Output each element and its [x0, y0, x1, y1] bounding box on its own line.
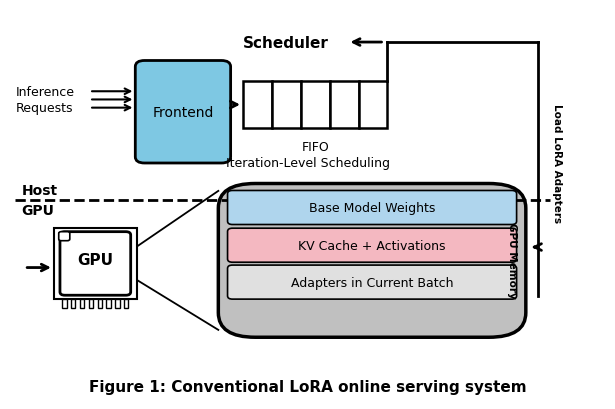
Text: Iteration-Level Scheduling: Iteration-Level Scheduling [226, 157, 389, 170]
Bar [98, 299, 102, 308]
Text: GPU: GPU [77, 252, 113, 267]
Text: Base Model Weights: Base Model Weights [309, 202, 435, 214]
Bar [359, 82, 387, 129]
FancyBboxPatch shape [218, 184, 526, 337]
Text: KV Cache + Activations: KV Cache + Activations [298, 239, 446, 252]
FancyBboxPatch shape [228, 191, 517, 225]
FancyBboxPatch shape [228, 229, 517, 263]
Bar [80, 299, 84, 308]
Bar [54, 229, 137, 299]
Text: Scheduler: Scheduler [243, 36, 329, 50]
Text: Requests: Requests [15, 102, 73, 115]
Bar [301, 82, 330, 129]
Bar [71, 299, 76, 308]
Text: Load LoRA Adapters: Load LoRA Adapters [552, 104, 561, 223]
Bar [62, 299, 66, 308]
Bar [115, 299, 119, 308]
Text: Figure 1: Conventional LoRA online serving system: Figure 1: Conventional LoRA online servi… [89, 379, 526, 394]
Text: GPU Memory: GPU Memory [507, 223, 517, 299]
Bar [243, 82, 272, 129]
Text: Adapters in Current Batch: Adapters in Current Batch [291, 276, 453, 289]
Bar [330, 82, 359, 129]
Bar [89, 299, 93, 308]
Text: Inference: Inference [15, 85, 74, 99]
Text: Frontend: Frontend [153, 106, 213, 119]
FancyBboxPatch shape [228, 265, 517, 299]
Text: FIFO: FIFO [301, 141, 329, 154]
FancyBboxPatch shape [60, 232, 130, 295]
Bar [124, 299, 129, 308]
Text: Host: Host [22, 183, 58, 197]
FancyBboxPatch shape [59, 232, 70, 241]
Bar [106, 299, 111, 308]
Text: GPU: GPU [22, 204, 54, 218]
FancyBboxPatch shape [135, 61, 231, 164]
Bar [272, 82, 301, 129]
